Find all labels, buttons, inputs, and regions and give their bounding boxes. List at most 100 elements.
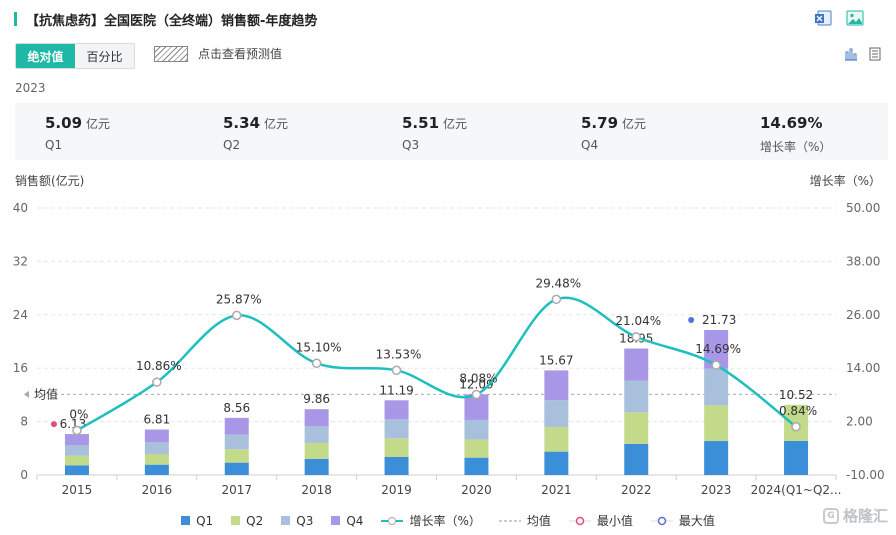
right-axis-title: 增长率（%） <box>810 173 881 188</box>
watermark: G 格隆汇 <box>822 505 888 526</box>
stat-unit: 亿元 <box>622 117 647 131</box>
bar-segment-q3 <box>144 442 169 454</box>
bar-segment-q3 <box>64 445 89 456</box>
legend-item[interactable]: Q4 <box>331 512 363 529</box>
bar-segment-q4 <box>224 417 249 435</box>
growth-label: 0% <box>69 408 88 422</box>
percentage-button[interactable]: 百分比 <box>75 44 134 68</box>
max-value-marker <box>688 316 695 323</box>
growth-point <box>791 422 801 432</box>
absolute-value-button[interactable]: 绝对值 <box>16 44 75 68</box>
bar-segment-q3 <box>704 368 729 406</box>
bar-segment-q1 <box>144 464 169 475</box>
legend-label: Q2 <box>246 513 264 528</box>
bar-segment-q4 <box>144 429 169 443</box>
left-axis-title: 销售额(亿元) <box>15 173 84 188</box>
bar-segment-q1 <box>384 456 409 475</box>
table-view-icon[interactable] <box>868 47 882 61</box>
legend-item[interactable]: 最小值 <box>568 512 633 529</box>
bar-total-label: 21.73 <box>702 313 736 327</box>
x-tick-label: 2016 <box>142 483 173 497</box>
forecast-label: 点击查看预测值 <box>198 47 283 61</box>
excel-export-icon[interactable] <box>814 10 832 26</box>
x-tick-label: 2022 <box>621 483 652 497</box>
growth-label: 29.48% <box>535 276 581 290</box>
left-tick-label: 16 <box>13 361 28 375</box>
bar-segment-q4 <box>64 434 89 446</box>
page-title: 【抗焦虑药】全国医院（全终端）销售额-年度趋势 <box>26 13 318 29</box>
value-mode-toggle: 绝对值 百分比 <box>15 43 135 69</box>
x-tick-label: 2021 <box>541 483 572 497</box>
legend-label: 最大值 <box>678 514 715 528</box>
legend-symbol-icon <box>498 520 521 521</box>
bar-total-label: 10.52 <box>779 388 813 402</box>
stat-unit: 亿元 <box>443 117 468 131</box>
bar-segment-q3 <box>224 434 249 450</box>
forecast-toggle[interactable]: 点击查看预测值 <box>154 45 282 62</box>
growth-point <box>152 377 162 387</box>
right-tick-label: 26.00 <box>846 308 880 322</box>
growth-point <box>631 332 641 342</box>
bar-segment-q4 <box>384 400 409 420</box>
bar-segment-q1 <box>224 462 249 475</box>
growth-label: 14.69% <box>695 342 741 356</box>
stat-value: 5.51 <box>402 114 440 132</box>
bar-segment-q4 <box>304 409 329 427</box>
growth-point <box>72 425 82 436</box>
legend-symbol-icon <box>331 516 341 525</box>
legend-item[interactable]: 最大值 <box>650 512 715 529</box>
left-tick-label: 40 <box>13 201 28 215</box>
right-tick-label: 38.00 <box>846 254 880 268</box>
bar-chart-view-icon[interactable] <box>844 47 858 61</box>
growth-point <box>471 389 482 400</box>
bar-total-label: 11.19 <box>379 383 413 397</box>
legend-item[interactable]: Q2 <box>231 512 263 529</box>
image-export-icon[interactable] <box>846 10 864 26</box>
legend-symbol-icon <box>381 516 404 525</box>
stat-value: 14.69% <box>760 114 823 132</box>
bar-total-label: 9.86 <box>303 392 330 406</box>
bar-segment-q1 <box>704 441 729 475</box>
bar-segment-q2 <box>224 449 249 463</box>
view-icons <box>844 47 882 61</box>
stat-label: Q4 <box>581 138 599 152</box>
x-tick-label: 2017 <box>221 483 252 497</box>
bar-segment-q2 <box>704 405 729 442</box>
growth-rate-line <box>76 296 797 432</box>
growth-label: 25.87% <box>216 292 262 306</box>
growth-label: 0.84% <box>779 404 817 418</box>
stat-unit: 亿元 <box>264 117 289 131</box>
growth-label: 10.86% <box>136 359 182 373</box>
legend-symbol-icon <box>281 516 291 525</box>
growth-label: 15.10% <box>296 340 342 354</box>
legend-item[interactable]: 均值 <box>498 512 551 529</box>
legend-item[interactable]: Q1 <box>181 512 213 529</box>
summary-year: 2023 <box>15 81 46 95</box>
title-bar: 【抗焦虑药】全国医院（全终端）销售额-年度趋势 <box>14 8 317 30</box>
legend-item[interactable]: Q3 <box>281 512 313 529</box>
top-icons <box>814 10 864 26</box>
x-tick-label: 2019 <box>381 483 412 497</box>
stat-label: 增长率（%） <box>760 140 832 154</box>
legend-label: Q1 <box>196 513 214 528</box>
legend-symbol-icon <box>181 516 191 525</box>
left-tick-label: 24 <box>13 308 28 322</box>
stat-label: Q2 <box>223 138 241 152</box>
bar-segment-q3 <box>304 426 329 443</box>
stat-value: 5.09 <box>45 114 83 132</box>
legend-label: 最小值 <box>596 514 633 528</box>
summary-stat-q3: 5.51 亿元 Q3 <box>402 113 467 152</box>
bar-segment-q1 <box>304 458 329 475</box>
growth-label: 13.53% <box>376 347 422 361</box>
bar-segment-q3 <box>384 419 409 439</box>
right-tick-label: -10.00 <box>846 468 885 482</box>
legend-item[interactable]: 增长率（%） <box>381 512 481 529</box>
bar-segment-q2 <box>384 438 409 457</box>
bar-segment-q1 <box>624 443 649 475</box>
legend-label: Q4 <box>346 513 364 528</box>
legend-symbol-icon <box>568 516 591 525</box>
sales-trend-chart: 销售额(亿元) 增长率（%） 0 8 16 24 32 40 -10.00 2.00 14.00 26… <box>13 173 885 497</box>
bar-segment-q2 <box>624 412 649 444</box>
bar-segment-q2 <box>544 426 569 452</box>
x-tick-label: 2024(Q1~Q2... <box>751 483 842 497</box>
